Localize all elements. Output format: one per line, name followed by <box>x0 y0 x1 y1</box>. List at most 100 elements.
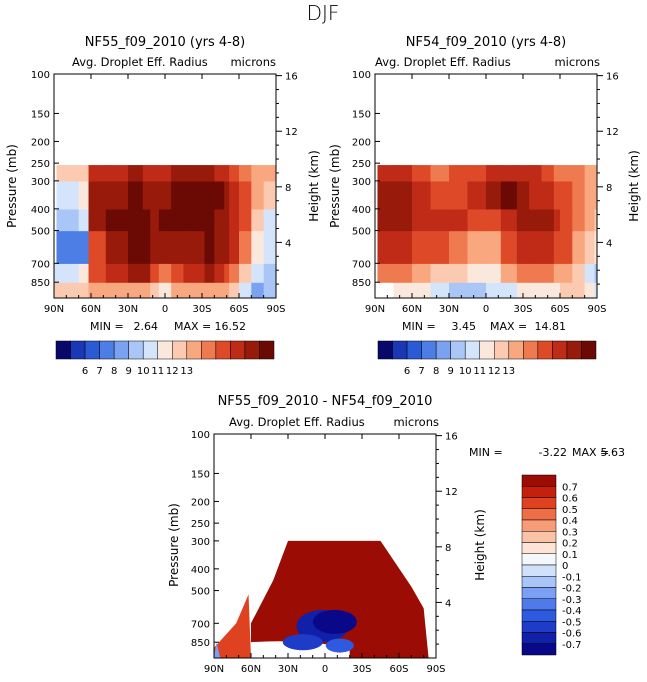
min-label: MIN = <box>402 320 436 333</box>
contour-cell <box>553 230 561 264</box>
contour-cell <box>78 263 90 283</box>
contour-cell <box>500 282 518 298</box>
colorbar-swatch <box>113 340 129 360</box>
y-tick-label: 200 <box>31 137 50 148</box>
y-tick-label: 300 <box>191 537 210 548</box>
contour-cell <box>224 208 230 232</box>
contour-cell <box>251 282 265 298</box>
contour-cell <box>158 282 172 298</box>
contour-cell <box>377 208 395 232</box>
contour-cell <box>158 180 172 210</box>
contour-cell <box>204 263 215 283</box>
contour-cell <box>171 230 185 264</box>
contour-cell <box>183 180 193 210</box>
colorbar-swatch <box>244 340 260 360</box>
contour-cell <box>142 208 151 232</box>
contour-cell <box>150 282 160 298</box>
colorbar-swatch <box>157 340 173 360</box>
contour-cell <box>584 263 596 283</box>
height-axis-label: Height (km) <box>473 509 487 580</box>
contour-cell <box>541 180 555 210</box>
height-tick-label: 16 <box>606 72 619 83</box>
colorbar-label: 11 <box>473 366 486 377</box>
colorbar: 0.70.60.50.40.30.20.10-0.1-0.2-0.3-0.4-0… <box>521 474 582 656</box>
colorbar-swatch <box>142 340 158 360</box>
contour-cell <box>150 165 160 182</box>
colorbar-label: 0 <box>562 561 568 572</box>
contour-cell <box>88 180 107 210</box>
contour-cell <box>105 230 129 264</box>
contour-cell <box>500 180 518 210</box>
contour-cell <box>516 230 530 264</box>
colorbar-swatch <box>523 340 539 360</box>
contour-cell <box>214 165 225 182</box>
contour-cell <box>56 230 80 264</box>
contour-cell <box>88 208 107 232</box>
contour-cell <box>529 230 543 264</box>
contour-cell <box>529 208 543 232</box>
contour-cell <box>224 263 230 283</box>
contour-cell <box>486 282 502 298</box>
colorbar-label: 0.3 <box>562 527 578 538</box>
y-tick-label: 850 <box>352 278 371 289</box>
height-tick-label: 12 <box>445 487 458 498</box>
colorbar-swatch <box>406 340 422 360</box>
x-tick-label: 0 <box>162 304 168 315</box>
colorbar-swatch <box>494 340 510 360</box>
colorbar-swatch <box>521 497 557 509</box>
contour-cell <box>412 180 432 210</box>
max-value: 16.52 <box>215 320 247 333</box>
y-tick-label: 300 <box>352 177 371 188</box>
colorbar-swatch <box>521 519 557 532</box>
y-axis-label: Pressure (mb) <box>328 144 342 228</box>
contour-cell <box>529 165 543 182</box>
contour-cell <box>192 208 206 232</box>
contour-cell <box>541 282 555 298</box>
contour-cell <box>572 180 586 210</box>
contour-cell <box>449 263 469 283</box>
colorbar-swatch <box>521 553 557 566</box>
panel-subtitle: Avg. Droplet Eff. Radius <box>72 55 208 69</box>
y-tick-label: 250 <box>31 159 50 170</box>
contour-cell <box>239 263 252 283</box>
contour-cell <box>553 263 561 283</box>
contour-cell <box>224 180 230 210</box>
contour-cell <box>500 208 518 232</box>
colorbar-swatch <box>521 643 557 656</box>
contour-cell <box>486 263 502 283</box>
contour-cell <box>88 282 107 298</box>
colorbar-label: 9 <box>125 366 131 377</box>
y-tick-label: 100 <box>31 70 50 81</box>
contour-cell <box>560 230 573 264</box>
contour-cell <box>393 165 413 182</box>
axis-ticks: 90N 60N 30N 0 30S 60S 90S 100 150 200 250 300 400 500… <box>191 430 458 675</box>
contour-cell <box>224 282 230 298</box>
sheet-title: DJF <box>307 1 340 25</box>
max-label: MAX = <box>490 320 527 333</box>
contour-cell <box>54 263 80 283</box>
colorbar-label: 0.6 <box>562 494 578 505</box>
x-tick-label: 60S <box>389 664 408 675</box>
y-tick-label: 700 <box>352 259 371 270</box>
contour-cell <box>204 180 215 210</box>
panel-title: NF54_f09_2010 (yrs 4-8) <box>406 35 566 50</box>
y-tick-label: 700 <box>191 619 210 630</box>
contour-cell <box>553 165 561 182</box>
x-tick-label: 90S <box>266 304 285 315</box>
diff-negative-lower <box>282 634 323 651</box>
colorbar-swatch <box>521 542 557 554</box>
panel-nf54: NF54_f09_2010 (yrs 4-8) Avg. Droplet Eff… <box>328 35 641 377</box>
y-tick-label: 150 <box>191 469 210 480</box>
colorbar-label: 7 <box>96 366 102 377</box>
colorbar-label: -0.4 <box>562 606 582 617</box>
contour-cell <box>377 180 395 210</box>
x-tick-label: 0 <box>322 664 328 675</box>
min-value: 3.45 <box>452 320 477 333</box>
colorbar-label: 10 <box>137 366 150 377</box>
min-value: 2.64 <box>134 320 159 333</box>
contour-cell <box>239 282 252 298</box>
colorbar-label: 6 <box>82 366 88 377</box>
diff-negative-core <box>312 609 357 634</box>
contour-cell <box>467 230 487 264</box>
y-tick-label: 500 <box>352 227 371 238</box>
